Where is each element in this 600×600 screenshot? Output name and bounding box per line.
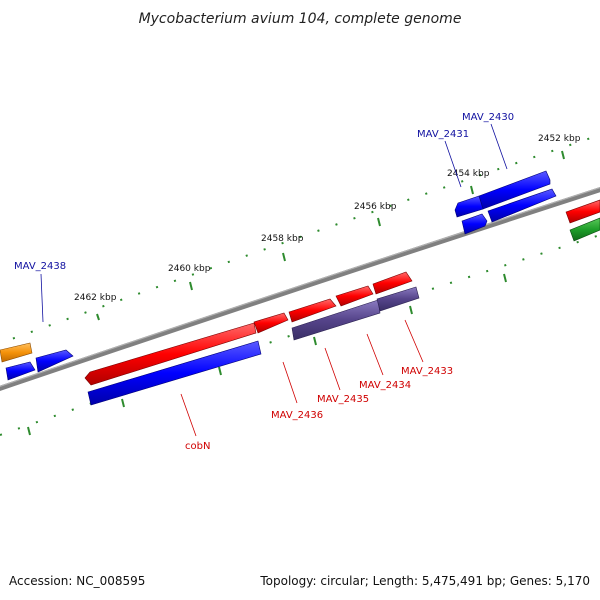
gene-mav-2434-forward-arrow xyxy=(335,285,374,307)
gene-reverse-c-arrow xyxy=(5,361,36,381)
gene-label-mav-2434: MAV_2434 xyxy=(359,380,411,391)
scale-label-2458: 2458 kbp xyxy=(261,234,304,244)
gene-label-mav-2430: MAV_2430 xyxy=(462,112,514,123)
gene-green-arrow xyxy=(569,217,600,242)
gene-mav-2438-arrow xyxy=(35,349,74,373)
gene-mav-2433-arrow xyxy=(376,286,420,312)
gene-mav-2436-arrow xyxy=(253,312,289,334)
gene-mav-2433-forward-arrow xyxy=(372,271,413,295)
gene-red-right-arrow xyxy=(565,199,600,224)
inner-tick-ring xyxy=(0,234,600,436)
scale-label-2456: 2456 kbp xyxy=(354,202,397,212)
gene-label-cobn: cobN xyxy=(185,441,210,452)
gene-cobn-arrow xyxy=(87,340,262,406)
scale-label-2454: 2454 kbp xyxy=(447,169,490,179)
scale-label-2460: 2460 kbp xyxy=(168,264,211,274)
gene-label-mav-2435: MAV_2435 xyxy=(317,394,369,405)
topology-summary: Topology: circular; Length: 5,475,491 bp… xyxy=(260,574,590,588)
gene-reverse-b-arrow xyxy=(461,213,488,235)
accession-text: Accession: NC_008595 xyxy=(9,574,146,588)
forward-strand-genes xyxy=(84,199,600,406)
scale-label-2452: 2452 kbp xyxy=(538,134,581,144)
label-leaders xyxy=(40,123,508,437)
gene-label-mav-2438: MAV_2438 xyxy=(14,261,66,272)
outer-tick-ring xyxy=(0,134,600,345)
scale-label-2462: 2462 kbp xyxy=(74,293,117,303)
gene-label-mav-2436: MAV_2436 xyxy=(271,410,323,421)
map-title: Mycobacterium avium 104, complete genome xyxy=(139,11,462,27)
gene-label-mav-2433: MAV_2433 xyxy=(401,366,453,377)
gene-label-mav-2431: MAV_2431 xyxy=(417,129,469,140)
gene-mav-2435-arrow xyxy=(291,299,381,341)
reverse-strand-genes xyxy=(0,170,600,381)
genome-backbone xyxy=(0,186,600,391)
gene-cobn-forward-arrow xyxy=(84,322,257,386)
gene-reverse-a-arrow xyxy=(487,188,557,223)
gene-mav-2435-forward-arrow xyxy=(288,298,337,323)
gene-orange-arrow xyxy=(0,342,33,363)
gene-mav-2431-arrow xyxy=(454,195,484,218)
